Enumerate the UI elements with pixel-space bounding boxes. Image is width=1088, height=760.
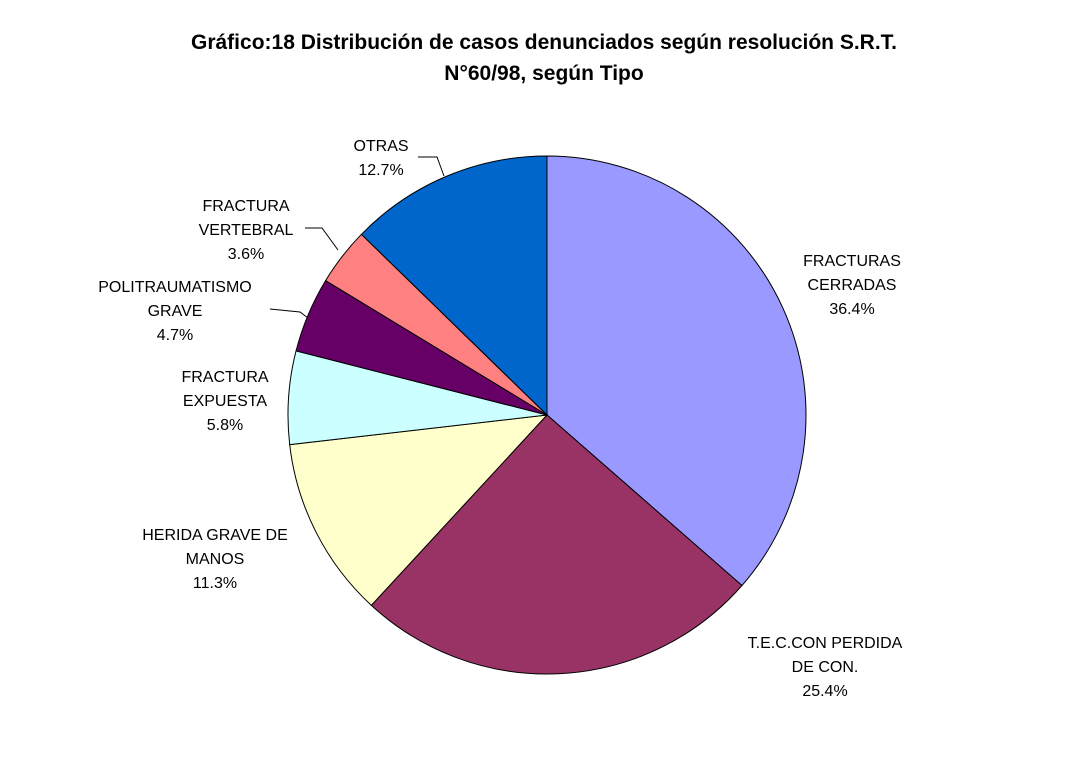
pie-slice-herida-grave-de-manos xyxy=(289,414,549,607)
slice-label-t-e-c-con-perdida-de-con: T.E.C.CON PERDIDA DE CON. 25.4% xyxy=(748,635,903,700)
slice-name-line: OTRAS xyxy=(353,138,408,155)
slice-value-label: 4.7% xyxy=(157,327,193,344)
chart-title-line-1: Gráfico:18 Distribución de casos denunci… xyxy=(191,31,897,54)
slice-name-line: FRACTURA xyxy=(202,198,289,215)
slice-name-line: VERTEBRAL xyxy=(199,222,294,239)
slice-value-label: 5.8% xyxy=(207,417,243,434)
slice-name-line: FRACTURA xyxy=(181,369,268,386)
pie-slice-fracturas-cerradas xyxy=(546,155,807,587)
pie-slices xyxy=(287,155,807,675)
pie-slice-t-e-c-con-perdida-de-con xyxy=(370,414,743,675)
slice-name-line: T.E.C.CON PERDIDA xyxy=(748,635,903,652)
leader-lines xyxy=(269,156,445,319)
slice-name-line: POLITRAUMATISMO xyxy=(98,279,252,296)
slice-name-line: DE CON. xyxy=(792,659,859,676)
slice-value-label: 3.6% xyxy=(228,246,264,263)
leader-line-politraumatismo-grave xyxy=(269,308,309,319)
chart-title-line-2: N°60/98, según Tipo xyxy=(444,62,644,85)
slice-value-label: 12.7% xyxy=(358,162,403,179)
slice-name-line: GRAVE xyxy=(148,303,203,320)
slice-value-label: 36.4% xyxy=(829,301,874,318)
slice-label-politraumatismo-grave: POLITRAUMATISMO GRAVE 4.7% xyxy=(98,279,252,344)
slice-labels: FRACTURAS CERRADAS 36.4% T.E.C.CON PERDIDA D… xyxy=(98,138,902,700)
leader-line-fractura-vertebral xyxy=(305,227,339,251)
slice-label-fractura-vertebral: FRACTURA VERTEBRAL 3.6% xyxy=(199,198,294,263)
slice-name-line: MANOS xyxy=(186,551,245,568)
slice-name-line: CERRADAS xyxy=(808,277,897,294)
leader-line-otras xyxy=(418,156,445,177)
slice-label-otras: OTRAS 12.7% xyxy=(353,138,408,179)
slice-label-fractura-expuesta: FRACTURA EXPUESTA 5.8% xyxy=(181,369,268,434)
slice-label-herida-grave-de-manos: HERIDA GRAVE DE MANOS 11.3% xyxy=(142,527,288,592)
slice-value-label: 25.4% xyxy=(802,683,847,700)
pie-slice-otras xyxy=(360,155,548,417)
slice-name-line: FRACTURAS xyxy=(803,253,901,270)
slice-name-line: HERIDA GRAVE DE xyxy=(142,527,288,544)
slice-value-label: 11.3% xyxy=(193,575,237,592)
slice-name-line: EXPUESTA xyxy=(183,393,268,410)
slice-label-fracturas-cerradas: FRACTURAS CERRADAS 36.4% xyxy=(803,253,901,318)
